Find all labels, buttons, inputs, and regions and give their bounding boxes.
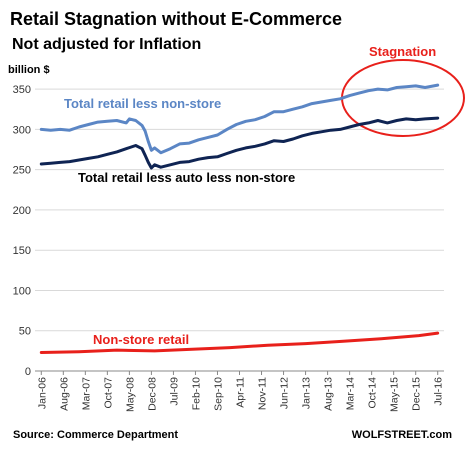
credit-note: WOLFSTREET.com: [352, 429, 452, 441]
y-axis-ticks: 0 50 100 150 200 250 300 350: [13, 84, 31, 378]
x-tick-label: Sep-10: [212, 377, 224, 411]
x-tick-label: Jul-09: [168, 377, 180, 406]
x-tick-label: Mar-07: [80, 377, 92, 410]
x-tick-label: Apr-11: [235, 377, 247, 408]
x-axis-ticks: Jan-06 Aug-06 Mar-07 Oct-07 May-08 Dec-08 Jul-…: [36, 371, 445, 412]
x-tick-label: Dec-08: [146, 377, 158, 411]
x-tick-label: Nov-11: [257, 377, 269, 410]
y-tick-label: 200: [13, 205, 31, 217]
x-tick-label: Feb-10: [190, 377, 202, 410]
x-tick-label: Jul-16: [433, 377, 445, 406]
series-label-total-retail-less-non-store: Total retail less non-store: [64, 96, 221, 111]
stagnation-annotation: Stagnation: [369, 44, 436, 59]
y-tick-label: 0: [25, 366, 31, 378]
y-axis-unit-label: billion $: [8, 64, 50, 76]
series-line-1: [39, 116, 440, 170]
x-tick-label: Jan-06: [36, 377, 48, 409]
y-tick-label: 250: [13, 165, 31, 177]
series-label-retail-less-auto-less-non-store: Total retail less auto less non-store: [78, 170, 295, 185]
series-label-non-store-retail: Non-store retail: [93, 332, 189, 347]
y-tick-label: 100: [13, 285, 31, 297]
x-tick-label: Oct-14: [367, 377, 379, 409]
x-tick-label: May-08: [124, 377, 136, 412]
x-tick-label: Dec-15: [411, 377, 423, 411]
x-tick-label: Jan-13: [301, 377, 313, 409]
series-line-2: [39, 331, 440, 354]
source-note: Source: Commerce Department: [13, 429, 178, 441]
series-line-0: [39, 83, 440, 155]
x-tick-label: May-15: [389, 377, 401, 412]
chart-title: Retail Stagnation without E-Commerce: [10, 9, 342, 29]
x-tick-label: Jun-12: [279, 377, 291, 409]
x-tick-label: Oct-07: [102, 377, 114, 409]
grid-lines: [35, 88, 444, 372]
x-tick-label: Mar-14: [345, 377, 357, 410]
y-tick-label: 50: [19, 326, 31, 338]
y-tick-label: 300: [13, 124, 31, 136]
y-tick-label: 350: [13, 84, 31, 96]
series-lines: [39, 83, 440, 354]
y-tick-label: 150: [13, 245, 31, 257]
x-tick-label: Aug-06: [58, 377, 70, 411]
chart-subtitle: Not adjusted for Inflation: [12, 36, 201, 53]
x-tick-label: Aug-13: [323, 377, 335, 411]
